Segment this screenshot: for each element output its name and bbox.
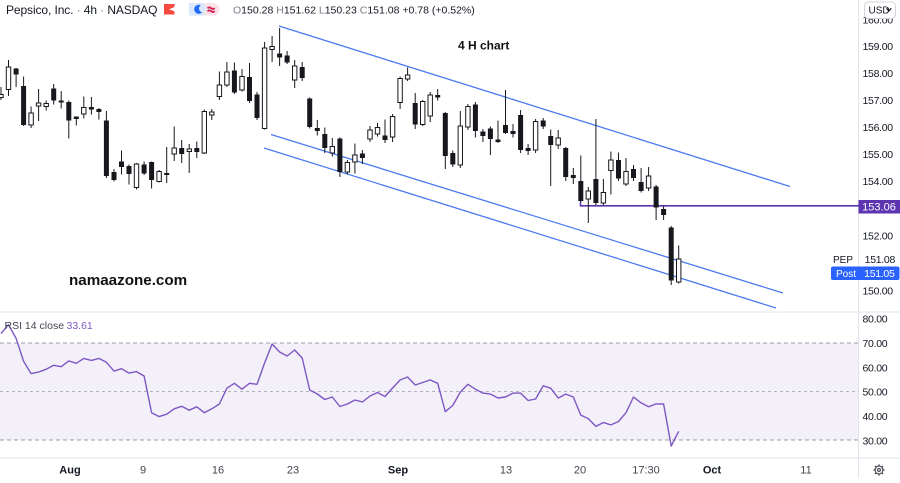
svg-text:158.00: 158.00	[863, 68, 894, 80]
svg-text:60.00: 60.00	[863, 362, 888, 374]
svg-text:Sep: Sep	[388, 465, 408, 477]
svg-text:153.06: 153.06	[862, 202, 896, 214]
svg-text:Oct: Oct	[703, 465, 722, 477]
svg-text:30.00: 30.00	[863, 435, 888, 447]
svg-text:Post: Post	[836, 269, 856, 280]
svg-text:154.00: 154.00	[863, 176, 894, 188]
svg-text:9: 9	[140, 465, 146, 477]
svg-text:4 H chart: 4 H chart	[458, 39, 509, 53]
svg-text:151.05: 151.05	[864, 268, 895, 280]
svg-text:157.00: 157.00	[863, 95, 894, 107]
svg-text:70.00: 70.00	[863, 338, 888, 350]
svg-text:50.00: 50.00	[863, 387, 888, 399]
svg-text:151.08: 151.08	[865, 254, 896, 266]
svg-text:150.00: 150.00	[863, 286, 894, 298]
svg-text:USD: USD	[869, 6, 890, 17]
svg-text:namaazone.com: namaazone.com	[69, 272, 187, 289]
svg-text:159.00: 159.00	[863, 41, 894, 53]
svg-text:155.00: 155.00	[863, 149, 894, 161]
svg-text:80.00: 80.00	[863, 314, 888, 326]
svg-text:O150.28 H151.62 L150.23 C151.0: O150.28 H151.62 L150.23 C151.08 +0.78 (+…	[233, 5, 475, 17]
svg-text:11: 11	[800, 465, 811, 477]
svg-text:23: 23	[287, 465, 299, 477]
svg-text:Aug: Aug	[59, 465, 80, 477]
svg-text:17:30: 17:30	[632, 465, 660, 477]
svg-text:156.00: 156.00	[863, 122, 894, 134]
svg-text:40.00: 40.00	[863, 411, 888, 423]
svg-text:RSI 14 close: RSI 14 close	[5, 320, 65, 332]
svg-text:33.61: 33.61	[67, 320, 93, 332]
svg-text:PEP: PEP	[833, 255, 853, 266]
svg-text:16: 16	[212, 465, 224, 477]
svg-text:Pepsico, Inc. · 4h · NASDAQ: Pepsico, Inc. · 4h · NASDAQ	[6, 3, 157, 17]
svg-text:13: 13	[500, 465, 512, 477]
svg-text:20: 20	[574, 465, 586, 477]
svg-text:152.00: 152.00	[863, 231, 894, 243]
